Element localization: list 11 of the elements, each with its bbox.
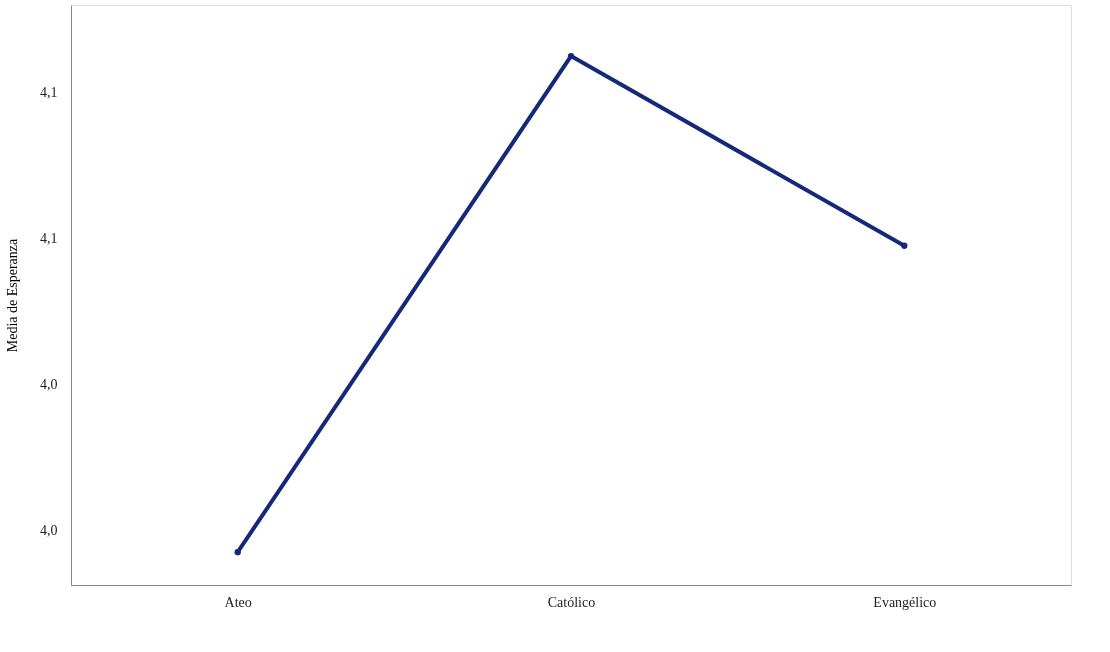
- x-tick-label: Ateo: [224, 594, 252, 610]
- y-tick-label: 4,0: [40, 522, 58, 538]
- x-tick-label: Católico: [547, 594, 596, 610]
- point: [901, 242, 908, 249]
- y-tick-label: 4,0: [40, 376, 58, 392]
- x-tick-label: Evangélico: [873, 594, 937, 610]
- y-axis-title: Media de Esperanza: [5, 237, 20, 353]
- y-tick-label: 4,1: [40, 85, 58, 101]
- y-tick-label: 4,1: [40, 230, 58, 246]
- point: [567, 52, 575, 60]
- point: [234, 549, 241, 556]
